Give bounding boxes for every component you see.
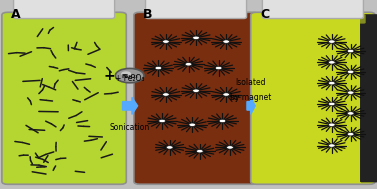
Text: Fe₂O₃: Fe₂O₃: [121, 74, 138, 79]
Circle shape: [328, 40, 335, 43]
Circle shape: [328, 123, 335, 126]
FancyBboxPatch shape: [143, 14, 249, 24]
Circle shape: [185, 63, 192, 66]
Text: by magnet: by magnet: [230, 93, 271, 102]
Circle shape: [193, 36, 199, 40]
FancyBboxPatch shape: [251, 12, 375, 184]
Circle shape: [328, 144, 335, 147]
Circle shape: [162, 40, 169, 43]
Circle shape: [115, 68, 144, 83]
Text: Isolated: Isolated: [236, 78, 266, 87]
Circle shape: [347, 132, 354, 136]
Circle shape: [328, 61, 335, 64]
Circle shape: [227, 146, 233, 149]
Circle shape: [219, 119, 226, 123]
Circle shape: [162, 93, 169, 96]
Text: C: C: [260, 8, 269, 21]
Circle shape: [328, 102, 335, 106]
Text: + Fe₂O₃: + Fe₂O₃: [115, 74, 145, 83]
Circle shape: [347, 49, 354, 53]
FancyBboxPatch shape: [262, 0, 363, 19]
Circle shape: [347, 70, 354, 74]
Circle shape: [223, 40, 230, 43]
Circle shape: [196, 149, 203, 153]
Circle shape: [347, 112, 354, 115]
Text: +: +: [104, 69, 115, 83]
Circle shape: [155, 66, 162, 70]
FancyBboxPatch shape: [134, 12, 258, 184]
Circle shape: [121, 71, 131, 76]
FancyArrow shape: [247, 97, 255, 114]
FancyBboxPatch shape: [11, 14, 117, 24]
Circle shape: [159, 119, 166, 123]
Circle shape: [193, 89, 199, 92]
FancyArrow shape: [123, 97, 138, 114]
Text: Sonication: Sonication: [110, 123, 150, 132]
Circle shape: [215, 66, 222, 70]
Circle shape: [347, 91, 354, 94]
Text: B: B: [143, 8, 153, 21]
FancyBboxPatch shape: [146, 0, 247, 19]
Circle shape: [189, 123, 196, 126]
FancyBboxPatch shape: [2, 12, 126, 184]
FancyBboxPatch shape: [360, 14, 377, 182]
Circle shape: [223, 93, 230, 96]
FancyBboxPatch shape: [14, 0, 115, 19]
Circle shape: [328, 81, 335, 85]
Text: A: A: [11, 8, 21, 21]
FancyBboxPatch shape: [260, 14, 366, 24]
Circle shape: [166, 146, 173, 149]
